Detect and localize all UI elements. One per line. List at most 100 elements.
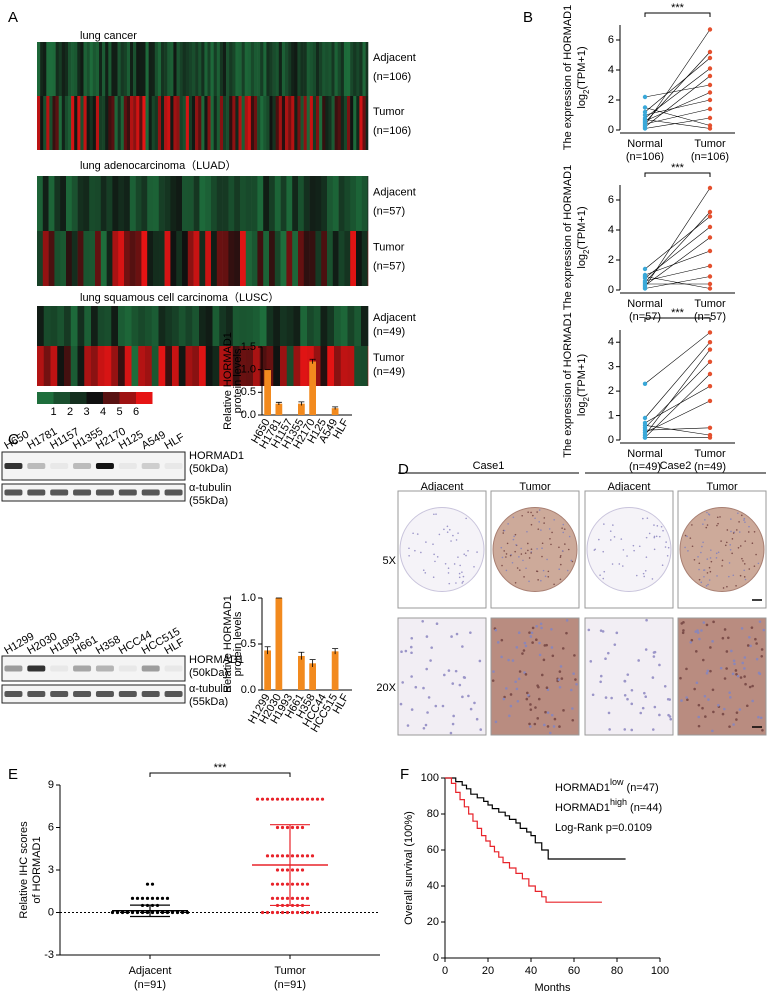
ihc-cell bbox=[644, 570, 647, 572]
colorbar-label: 1 bbox=[50, 406, 56, 418]
ihc-cell bbox=[751, 542, 754, 545]
ihc-cell bbox=[530, 631, 534, 635]
ihc-cell bbox=[444, 563, 447, 565]
ihc-cell bbox=[447, 567, 450, 570]
ihc-cell bbox=[542, 658, 546, 662]
heatmap-cell bbox=[321, 176, 328, 231]
point bbox=[280, 825, 285, 830]
heatmap-cell bbox=[161, 96, 165, 150]
stat-label: Log-Rank p=0.0109 bbox=[555, 822, 652, 834]
heatmap-cell bbox=[80, 42, 84, 96]
heatmap-cell bbox=[334, 306, 342, 346]
ihc-cell bbox=[733, 662, 736, 666]
heatmap-cell bbox=[170, 42, 174, 96]
ihc-cell bbox=[537, 528, 540, 530]
heatmap-cell bbox=[108, 96, 112, 150]
heatmap-cell bbox=[133, 42, 137, 96]
ihc-cell bbox=[546, 688, 550, 692]
ihc-cell bbox=[644, 695, 648, 698]
panel-label: B bbox=[523, 9, 533, 26]
ihc-cell bbox=[551, 654, 555, 658]
ihc-cell bbox=[451, 722, 455, 726]
sd-bar bbox=[130, 904, 170, 918]
blot-band bbox=[118, 463, 137, 469]
y-tick-label: 100 bbox=[421, 772, 439, 784]
ihc-cell bbox=[723, 707, 726, 711]
point bbox=[707, 90, 713, 95]
ihc-cell bbox=[623, 679, 627, 683]
heatmap-cell bbox=[105, 96, 109, 150]
ihc-cell bbox=[721, 565, 723, 567]
ihc-cell bbox=[635, 574, 638, 577]
point bbox=[265, 910, 270, 915]
heatmap-cell bbox=[273, 346, 281, 386]
ihc-cell bbox=[700, 551, 702, 554]
magnification: 20X bbox=[376, 682, 396, 694]
heatmap-cell bbox=[52, 42, 56, 96]
ihc-cell bbox=[435, 622, 439, 626]
heatmap-cell bbox=[61, 96, 66, 150]
heatmap-cell bbox=[136, 42, 140, 96]
heatmap-cell bbox=[111, 96, 115, 150]
heatmap-cell bbox=[328, 42, 332, 96]
ihc-cell bbox=[704, 715, 707, 718]
ihc-cell bbox=[735, 529, 738, 531]
bar bbox=[331, 408, 339, 415]
heatmap-cell bbox=[350, 42, 354, 96]
ihc-cell bbox=[728, 691, 731, 694]
ihc-cell bbox=[691, 545, 694, 548]
ihc-cell bbox=[505, 569, 508, 572]
ihc-cell bbox=[565, 631, 568, 635]
ihc-cell bbox=[512, 538, 515, 541]
heatmap-cell bbox=[291, 96, 295, 150]
heatmap-cell bbox=[201, 42, 205, 96]
heatmap-cell bbox=[303, 231, 310, 286]
heatmap-cell bbox=[272, 42, 276, 96]
heatmap-cell bbox=[359, 96, 363, 150]
y-axis-label: Relative HORMAD1 bbox=[222, 595, 234, 693]
y-tick-label: 0 bbox=[608, 434, 614, 446]
heatmap-cell bbox=[365, 96, 369, 150]
ihc-cell bbox=[698, 562, 701, 565]
heatmap-cell bbox=[338, 231, 345, 286]
ihc-cell bbox=[550, 543, 552, 546]
ihc-cell bbox=[639, 711, 643, 715]
y-tick-label: 3 bbox=[608, 361, 614, 373]
heatmap-cell bbox=[154, 42, 159, 96]
ihc-cell bbox=[630, 728, 634, 732]
heatmap-cell bbox=[106, 176, 113, 231]
heatmap-cell bbox=[195, 42, 199, 96]
point bbox=[270, 797, 275, 801]
significance: *** bbox=[671, 2, 685, 14]
heatmap-cell bbox=[68, 96, 72, 150]
ihc-cell bbox=[538, 641, 541, 645]
blot-band bbox=[4, 489, 23, 496]
y-axis-label: The expression of HORMAD1 bbox=[562, 5, 574, 151]
blot-strip bbox=[1, 483, 186, 502]
y-tick-label: 4 bbox=[608, 64, 614, 76]
y-tick-label: 2 bbox=[608, 385, 614, 397]
ihc-cell bbox=[610, 696, 613, 700]
ihc-cell bbox=[451, 682, 455, 685]
ihc-cell bbox=[748, 568, 751, 570]
ihc-cell bbox=[558, 546, 560, 549]
point bbox=[707, 398, 713, 404]
bar bbox=[275, 403, 283, 415]
ihc-cell bbox=[528, 631, 531, 634]
heatmap-cell bbox=[95, 42, 100, 96]
ihc-cell bbox=[540, 579, 542, 582]
ihc-cell bbox=[527, 549, 529, 552]
ihc-cell bbox=[591, 693, 595, 697]
heatmap-cell bbox=[232, 42, 236, 96]
point bbox=[707, 286, 713, 291]
heatmap-cell bbox=[157, 42, 162, 96]
blot-band bbox=[164, 463, 183, 469]
heatmap-cell bbox=[77, 96, 81, 150]
x-tick-label: Tumor bbox=[694, 298, 726, 310]
ihc-cell bbox=[747, 531, 750, 533]
heatmap-cell bbox=[332, 176, 339, 231]
heatmap-cell bbox=[100, 231, 107, 286]
ihc-cell bbox=[721, 636, 725, 640]
ihc-cell bbox=[562, 523, 565, 526]
heatmap-cell bbox=[334, 96, 338, 150]
